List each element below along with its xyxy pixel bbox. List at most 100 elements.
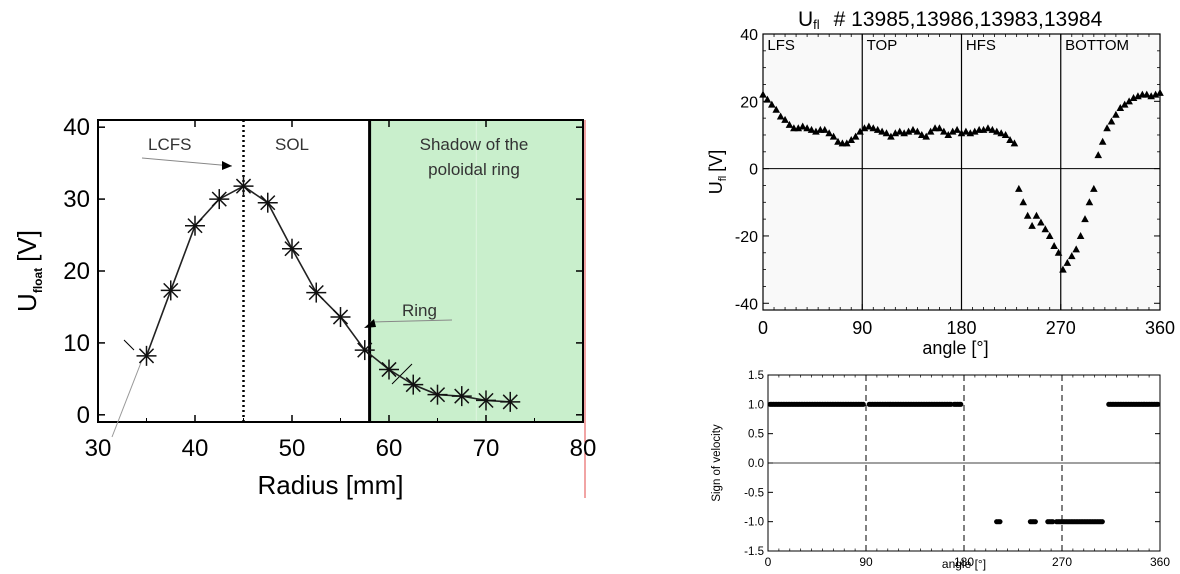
data-point [825,129,833,137]
floating-potential-angle-chart: Ufl # 13985,13986,13983,13984 LFS TOP HFS BOT… [706,8,1175,358]
annotation-ring: Ring [402,301,437,320]
data-point [882,129,891,137]
data-point [1076,231,1085,239]
data-point [895,127,904,135]
data-point [136,345,157,366]
y-label-main: U [12,293,42,312]
data-point [1081,215,1089,223]
data-point [997,129,1005,137]
y-tick-label: 40 [63,114,90,141]
data-point [781,115,789,123]
data-point [869,124,878,132]
data-point [847,136,856,144]
annotation-shadow-1: Shadow of the [420,135,529,154]
data-point [451,386,472,407]
annotation-sol: SOL [275,135,309,154]
y-axis-label: Sign of velocity [711,424,723,502]
data-point [860,401,866,407]
ring-arrowhead [364,319,376,328]
data-point [1120,100,1129,108]
x-tick-label: 270 [1046,318,1076,338]
y-label-main: U [706,181,726,194]
point-stroke [357,342,373,358]
y-tick-label: 1.0 [748,399,764,411]
data-point [772,105,781,113]
point-stroke [187,218,203,234]
data-point [922,132,931,140]
data-point [1155,401,1161,407]
x-tick-label: 30 [85,435,112,462]
point-stroke [163,282,179,299]
ring-leader [369,319,453,323]
data-point [776,112,785,120]
data-point [1019,198,1028,206]
y-axis-label: Ufl [V] [706,150,729,195]
data-point [785,120,794,128]
y-tick-label: 30 [63,186,90,213]
data-point [1032,519,1038,525]
data-point [768,100,776,108]
data-point [1032,211,1041,219]
x-tick-label: 40 [182,435,209,462]
data-point [798,122,807,130]
data-point [1063,258,1072,266]
data-point [843,139,851,147]
point-stroke [381,361,397,378]
data-point [185,215,205,236]
data-point [257,192,278,213]
data-point [1015,184,1023,192]
y-tick-label: -0.5 [744,487,764,499]
region-label: BOTTOM [1065,37,1129,54]
data-point [856,127,864,135]
x-tick-label: 0 [765,555,772,569]
data-point [1023,211,1032,219]
annotation-shadow-2: poloidal ring [428,160,520,179]
y-tick-label: 40 [740,27,758,44]
data-point [887,132,895,140]
data-point [1107,117,1116,125]
region-label: TOP [867,37,898,54]
x-tick-label: 180 [954,555,974,569]
data-point [913,127,922,135]
y-tick-label: -40 [735,296,758,313]
x-tick-label: 180 [946,318,976,338]
y-tick-label: -1.0 [744,517,764,529]
x-tick-label: 50 [279,435,306,462]
point-stroke [454,388,470,404]
data-point [160,280,181,301]
y-tick-label: -1.5 [744,546,764,558]
data-point [829,132,838,140]
point-stroke [260,195,276,211]
x-axis-label: angle [°] [942,557,986,571]
data-point [282,238,302,259]
data-point [1098,137,1107,145]
y-tick-label: 0 [749,162,758,179]
x-tick-label: 360 [1145,318,1175,338]
x-tick-label: 270 [1052,555,1072,569]
x-tick-label: 70 [473,435,500,462]
data-point [1142,90,1151,98]
data-point [403,374,424,395]
data-point [807,125,816,133]
point-stroke [478,392,494,409]
data-point [935,124,944,132]
lcfs-arrowhead [222,161,232,170]
point-stroke [502,394,518,410]
point-stroke [235,178,252,194]
data-point [1094,151,1103,159]
data-point [944,130,953,138]
x-tick-label: 80 [570,435,597,462]
y-tick-label: 10 [63,330,90,357]
point-stroke [211,191,227,207]
data-point [878,127,886,135]
data-point [820,125,829,133]
data-point [1125,97,1133,105]
data-point [1059,265,1067,273]
data-point [1037,218,1045,226]
chart-title: Ufl # 13985,13986,13983,13984 [798,8,1103,32]
data-point [763,95,772,103]
data-point [1067,252,1076,260]
data-point [909,125,917,133]
data-point [330,307,351,328]
x-axis-label: angle [°] [922,338,988,358]
